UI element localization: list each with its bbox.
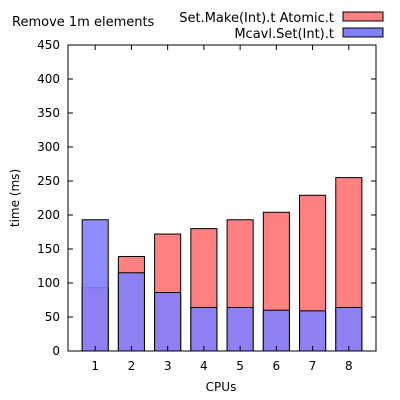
plot-frame: [67, 44, 377, 352]
x-tick-label: 2: [128, 359, 136, 373]
chart-title: Remove 1m elements: [12, 15, 155, 30]
y-tick-label: 400: [37, 72, 60, 86]
x-tick-label: 4: [200, 359, 208, 373]
x-axis: 1 2 3 4 5 6 7 8: [91, 45, 353, 373]
bar-series-2: [226, 306, 254, 352]
y-tick-label: 150: [37, 242, 60, 256]
legend-label: Set.Make(Int).t Atomic.t: [179, 11, 334, 26]
y-tick-label: 300: [37, 140, 60, 154]
y-tick-label: 350: [37, 106, 60, 120]
bar-series-2: [154, 292, 182, 352]
y-axis-label: time (ms): [8, 169, 22, 227]
y-tick-label: 250: [37, 174, 60, 188]
bar-series-2: [117, 272, 145, 352]
bar-series-2: [299, 310, 327, 352]
y-tick-label: 100: [37, 276, 60, 290]
y-tick-label: 50: [45, 310, 60, 324]
legend-swatch: [342, 11, 384, 22]
bars-layer: [81, 177, 363, 352]
legend-label: Mcavl.Set(Int).t: [234, 27, 334, 42]
y-tick-label: 0: [52, 344, 60, 358]
y-tick-label: 450: [37, 38, 60, 52]
bar-series-2: [190, 306, 218, 352]
legend-swatch: [342, 27, 384, 38]
x-tick-label: 1: [91, 359, 99, 373]
x-tick-label: 5: [236, 359, 244, 373]
x-tick-label: 8: [345, 359, 353, 373]
bar-series-2: [262, 309, 290, 352]
x-tick-label: 3: [164, 359, 172, 373]
y-axis: 0 50 100 150 200 250 300 350 400 450: [37, 38, 376, 358]
bar-series-2: [335, 306, 363, 352]
x-axis-label: CPUs: [206, 380, 237, 394]
x-tick-label: 7: [309, 359, 317, 373]
bar-series-2: [81, 219, 109, 352]
x-tick-label: 6: [273, 359, 281, 373]
y-tick-label: 200: [37, 208, 60, 222]
